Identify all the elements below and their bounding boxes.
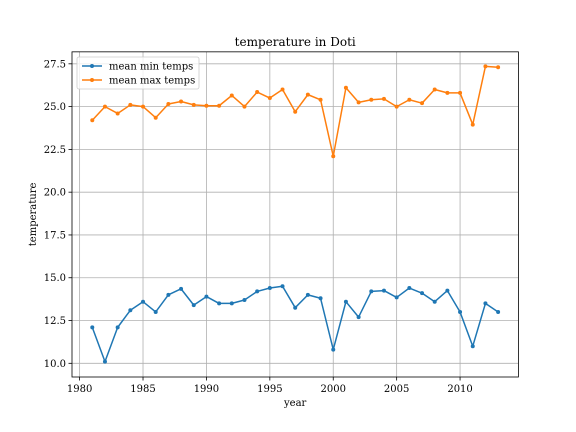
legend-marker-max [90, 78, 94, 82]
data-point [331, 347, 336, 352]
x-tick-label: 2005 [384, 384, 409, 395]
data-point [204, 294, 209, 299]
data-point [141, 104, 146, 109]
data-point [204, 103, 209, 108]
y-tick-label: 17.5 [44, 230, 66, 241]
data-point [356, 315, 361, 320]
data-point [191, 102, 196, 107]
data-point [115, 325, 120, 330]
y-tick-label: 22.5 [44, 145, 66, 156]
data-point [369, 97, 374, 102]
data-point [166, 292, 171, 297]
data-point [381, 96, 386, 101]
x-tick-label: 2010 [447, 384, 472, 395]
data-point [242, 104, 247, 109]
y-tick-label: 20.0 [44, 188, 66, 199]
data-point [128, 102, 133, 107]
legend-label-min: mean min temps [109, 62, 193, 73]
data-point [191, 303, 196, 308]
data-point [305, 292, 310, 297]
data-point [318, 97, 323, 102]
data-point [90, 325, 95, 330]
data-point [318, 296, 323, 301]
data-point [179, 99, 184, 104]
data-point [445, 90, 450, 95]
legend-marker-min [90, 64, 94, 68]
data-point [305, 92, 310, 97]
y-tick-label: 10.0 [44, 359, 66, 370]
x-tick-label: 2000 [321, 384, 346, 395]
data-point [458, 309, 463, 314]
data-point [331, 154, 336, 159]
series-layer [90, 64, 501, 364]
x-tick-label: 1990 [194, 384, 219, 395]
data-point [445, 288, 450, 293]
data-point [229, 93, 234, 98]
data-point [407, 286, 412, 291]
data-point [420, 291, 425, 296]
data-point [483, 64, 488, 69]
data-point [343, 299, 348, 304]
data-point [166, 102, 171, 107]
data-point [217, 103, 222, 108]
data-point [356, 100, 361, 105]
plot-frame [71, 51, 519, 378]
x-tick-label: 1995 [257, 384, 282, 395]
data-point [280, 284, 285, 289]
data-point [496, 65, 501, 70]
data-point [267, 286, 272, 291]
y-tick-label: 27.5 [44, 59, 66, 70]
data-point [470, 344, 475, 349]
data-point [90, 118, 95, 123]
data-point [153, 309, 158, 314]
data-point [179, 286, 184, 291]
x-tick-label: 1980 [67, 384, 92, 395]
data-point [115, 111, 120, 116]
y-tick-label: 12.5 [44, 316, 66, 327]
data-point [343, 85, 348, 90]
ticks: 1980 1985 1990 1995 2000 2005 2010 10.0 12.5 15.0… [44, 59, 473, 395]
data-point [407, 97, 412, 102]
data-point [128, 308, 133, 313]
legend-box [76, 56, 200, 90]
data-point [255, 289, 260, 294]
data-point [458, 90, 463, 95]
data-point [153, 115, 158, 120]
y-tick-label: 15.0 [44, 273, 66, 284]
data-point [470, 122, 475, 127]
data-point [394, 104, 399, 109]
data-point [255, 90, 260, 95]
legend: mean min temps mean max temps [76, 56, 200, 90]
data-point [496, 309, 501, 314]
data-point [381, 288, 386, 293]
data-point [229, 301, 234, 306]
data-point [242, 297, 247, 302]
data-point [141, 299, 146, 304]
data-point [102, 359, 107, 364]
data-point [420, 101, 425, 106]
data-point [267, 96, 272, 101]
data-point [217, 301, 222, 306]
legend-label-max: mean max temps [109, 76, 195, 87]
data-point [483, 301, 488, 306]
x-axis-label: year [283, 398, 307, 409]
data-point [369, 289, 374, 294]
data-point [432, 87, 437, 92]
data-point [280, 87, 285, 92]
x-tick-label: 1985 [130, 384, 155, 395]
y-tick-label: 25.0 [44, 102, 66, 113]
y-axis-label: temperature [28, 183, 39, 247]
data-point [293, 109, 298, 114]
data-point [102, 104, 107, 109]
data-point [432, 299, 437, 304]
data-point [394, 295, 399, 300]
chart-title: temperature in Doti [235, 35, 356, 49]
data-point [293, 305, 298, 310]
